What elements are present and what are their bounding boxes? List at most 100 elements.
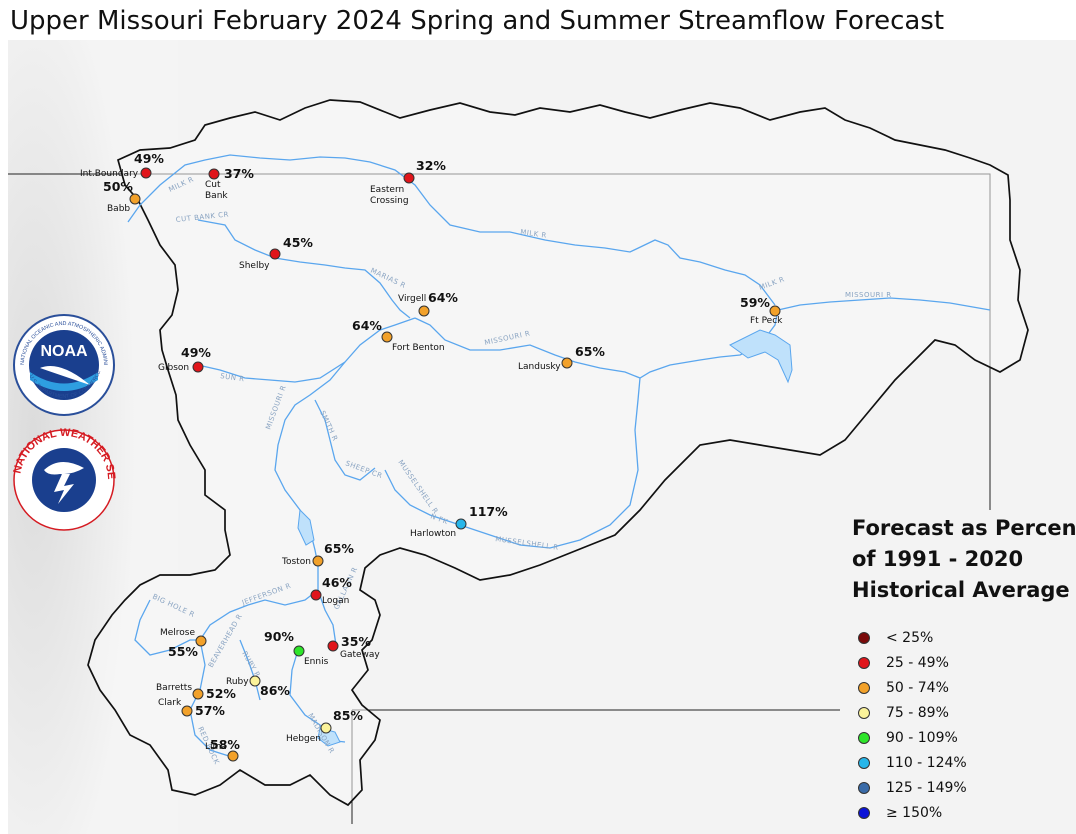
station-percent: 37% bbox=[224, 166, 254, 181]
station-marker bbox=[455, 518, 467, 530]
legend-item: 90 - 109% bbox=[858, 725, 967, 750]
legend-label: 125 - 149% bbox=[886, 779, 967, 796]
station-percent: 49% bbox=[134, 151, 164, 166]
station-logan: 46% Logan bbox=[310, 575, 352, 606]
station-marker bbox=[293, 645, 305, 657]
legend-title-line-1: Forecast as Percent bbox=[852, 516, 1076, 540]
station-percent: 64% bbox=[428, 290, 458, 305]
station-name: Babb bbox=[107, 204, 130, 214]
river-label: MISSOURI R bbox=[845, 291, 892, 299]
canyon-ferry-lake bbox=[297, 508, 315, 546]
station-marker bbox=[249, 675, 261, 687]
station-percent: 117% bbox=[469, 504, 508, 519]
station-marker bbox=[769, 305, 781, 317]
station-marker bbox=[129, 193, 141, 205]
station-eastern-crossing: 32% Eastern Crossing bbox=[370, 158, 446, 206]
station-marker bbox=[312, 555, 324, 567]
jefferson-river bbox=[199, 589, 319, 641]
station-name: Landusky bbox=[518, 362, 561, 372]
station-int-boundary: 49% Int.Boundary bbox=[80, 151, 164, 179]
noaa-bird-icon bbox=[40, 366, 90, 385]
legend-item: 50 - 74% bbox=[858, 675, 967, 700]
station-percent: 59% bbox=[740, 295, 770, 310]
legend-swatch bbox=[858, 756, 870, 769]
station-percent: 85% bbox=[333, 708, 363, 723]
legend-label: 25 - 49% bbox=[886, 654, 949, 671]
station-marker bbox=[310, 589, 322, 601]
station-percent: 35% bbox=[341, 634, 371, 649]
missouri-river-middle bbox=[414, 309, 779, 379]
missouri-river-lower bbox=[777, 297, 991, 311]
page-title: Upper Missouri February 2024 Spring and … bbox=[10, 6, 945, 36]
station-barretts: 52% Barretts bbox=[156, 683, 236, 701]
legend-title: Forecast as Percent of 1991 - 2020 Histo… bbox=[852, 513, 1076, 606]
station-percent: 50% bbox=[103, 179, 133, 194]
station-marker bbox=[269, 248, 281, 260]
legend-item: 25 - 49% bbox=[858, 650, 967, 675]
station-landusky: 65% Landusky bbox=[518, 344, 605, 372]
station-name: Clark bbox=[158, 698, 182, 708]
station-percent: 55% bbox=[168, 644, 198, 659]
station-name: Cut Bank bbox=[205, 180, 228, 201]
legend-title-line-2: of 1991 - 2020 bbox=[852, 547, 1024, 571]
station-name: Toston bbox=[281, 557, 311, 567]
station-melrose: 55% Melrose bbox=[160, 628, 207, 659]
station-name: Shelby bbox=[239, 261, 270, 271]
station-marker bbox=[181, 705, 193, 717]
station-marker bbox=[227, 750, 239, 762]
station-percent: 45% bbox=[283, 235, 313, 250]
sun-river bbox=[197, 317, 416, 383]
basin-outline bbox=[87, 99, 1029, 807]
station-gibson: 49% Gibson bbox=[158, 345, 211, 373]
station-marker bbox=[208, 168, 220, 180]
station-name: Gibson bbox=[158, 363, 189, 373]
legend-swatch bbox=[858, 656, 870, 669]
station-name: Melrose bbox=[160, 628, 196, 638]
milk-river bbox=[127, 154, 776, 306]
legend-label: ≥ 150% bbox=[886, 804, 943, 821]
marias-river bbox=[197, 219, 411, 319]
station-name: Ruby bbox=[226, 677, 249, 687]
station-percent: 58% bbox=[210, 737, 240, 752]
station-toston: 65% Toston bbox=[281, 541, 354, 567]
legend-item: < 25% bbox=[858, 625, 967, 650]
legend-item: ≥ 150% bbox=[858, 800, 967, 825]
station-name: Ft Peck bbox=[750, 316, 783, 326]
station-marker bbox=[192, 688, 204, 700]
noaa-wave-icon bbox=[30, 372, 98, 391]
station-name: Gateway bbox=[340, 650, 380, 660]
legend-title-line-3: Historical Average bbox=[852, 578, 1070, 602]
station-name: Ennis bbox=[304, 657, 329, 667]
fort-peck-lake bbox=[729, 329, 793, 384]
legend-item: 110 - 124% bbox=[858, 750, 967, 775]
station-percent: 65% bbox=[324, 541, 354, 556]
station-name: Logan bbox=[322, 596, 349, 606]
legend-label: 50 - 74% bbox=[886, 679, 949, 696]
legend: < 25% 25 - 49% 50 - 74% 75 - 89% 90 - 109% 11… bbox=[858, 625, 967, 825]
station-marker bbox=[192, 361, 204, 373]
station-marker bbox=[381, 331, 393, 343]
station-name: Eastern Crossing bbox=[370, 185, 409, 206]
station-percent: 49% bbox=[181, 345, 211, 360]
musselshell-river bbox=[384, 377, 641, 549]
legend-swatch bbox=[858, 631, 870, 644]
station-marker bbox=[320, 722, 332, 734]
legend-swatch bbox=[858, 681, 870, 694]
station-percent: 46% bbox=[322, 575, 352, 590]
station-percent: 86% bbox=[260, 683, 290, 698]
legend-swatch bbox=[858, 781, 870, 794]
legend-label: < 25% bbox=[886, 629, 934, 646]
legend-label: 90 - 109% bbox=[886, 729, 958, 746]
nws-cloud-icon bbox=[44, 461, 84, 475]
nws-lightning-icon bbox=[54, 474, 74, 504]
station-marker bbox=[195, 635, 207, 647]
station-percent: 32% bbox=[416, 158, 446, 173]
legend-swatch bbox=[858, 706, 870, 719]
station-percent: 57% bbox=[195, 703, 225, 718]
station-name: Barretts bbox=[156, 683, 192, 693]
station-clark: 57% Clark bbox=[158, 698, 225, 718]
station-percent: 52% bbox=[206, 686, 236, 701]
legend-swatch bbox=[858, 806, 870, 819]
